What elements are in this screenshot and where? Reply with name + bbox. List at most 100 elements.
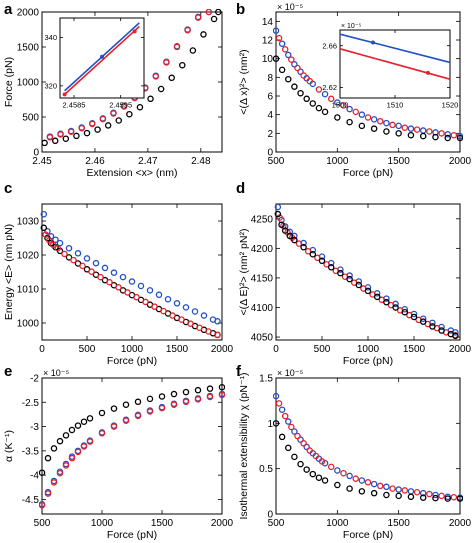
data-point-red [184,26,191,34]
data-point-black [126,110,133,118]
y-tick-label: 8 [267,73,273,84]
data-point-black [392,304,399,311]
x-tick-label: 500 [268,156,285,167]
data-point-blue [119,273,127,281]
data-point-black [182,388,190,396]
data-point-blue [44,227,51,235]
data-point-black [419,318,427,325]
data-point-black [115,117,123,124]
data-point-red [327,463,335,471]
inset-x-tick-label: 2.4585 [63,101,86,110]
x-axis-label: Force (pN) [343,167,393,179]
data-point-blue [273,27,280,34]
data-point-black [170,390,178,398]
x-tick-label: 2000 [211,344,234,355]
data-point-red [44,490,52,497]
data-point-blue [191,308,199,315]
x-tick-label: 1000 [326,156,349,167]
data-point-blue [74,250,82,257]
data-point-black [429,323,436,330]
data-point-black [206,385,214,392]
data-point-black [39,469,46,476]
y-tick-label: -3.5 [22,446,40,457]
data-point-black [334,114,341,121]
y-tick-label: 0.5 [259,464,273,475]
y-tick-label: 14 [262,17,274,28]
y-tick-label: 6 [267,92,273,103]
data-point-red [42,231,49,238]
x-tick-label: 1000 [121,344,144,355]
data-point-blue [214,318,221,325]
data-point-red [312,452,320,460]
data-point-black [419,132,427,140]
x-tick-label: 1000 [326,518,349,529]
data-point-blue [432,491,439,499]
x-tick-label: 2000 [449,344,472,355]
data-point-black [395,492,402,500]
panel-label: e [4,363,12,380]
x-tick-label: 0 [273,344,279,355]
panel-label: b [236,1,245,18]
data-point-red [288,423,295,431]
y-tick-label: 1000 [17,78,40,89]
data-point-black [285,75,292,83]
data-point-red [133,293,140,301]
y-tick-label: 2000 [17,8,40,19]
y-tick-label: 4050 [251,333,274,344]
data-point-red [62,462,70,469]
data-point-red [89,120,96,128]
y-tick-label: 1500 [17,43,40,54]
series-group [39,383,225,509]
data-point-red [115,284,122,291]
data-point-blue [321,90,329,98]
data-point-black [51,137,59,145]
data-point-black [136,103,144,111]
data-point-red [364,114,372,121]
data-point-black [432,133,439,141]
data-point-red [294,64,301,72]
y-tick-label: 4250 [251,214,274,225]
data-point-blue [291,61,298,68]
data-point-black [303,466,310,473]
data-point-black [194,386,202,394]
data-point-red [275,400,283,407]
data-point-blue [92,259,100,267]
inset-panel-b: 1500 1510 1520 2.62 2.66 × 10⁻⁵ [322,23,458,110]
data-point-red [78,124,85,132]
data-point-red [170,401,178,408]
data-point-black [419,494,427,501]
y-axis-label: Energy <E> (nm pN) [3,224,15,320]
data-point-red [152,73,160,80]
data-point-red [364,479,372,486]
series-group [273,27,463,142]
x-tick-label: 500 [79,344,96,355]
data-point-red [340,102,347,109]
data-point-black [62,135,70,142]
data-point-blue [291,428,298,435]
data-point-blue [200,312,208,319]
data-point-blue [83,255,91,262]
inset-line-blue [339,33,451,64]
data-point-red [45,237,53,244]
data-point-blue [40,210,48,218]
data-point-blue [155,291,163,299]
data-point-red [67,128,75,135]
data-point-black [346,275,353,283]
y-axis-label: <(Δ x)²> (nm²) [238,49,250,114]
series-group [273,392,463,502]
data-point-blue [395,486,402,493]
data-point-red [142,298,149,306]
data-point-black [291,453,298,461]
y-tick-label: 10 [262,54,274,65]
data-point-black [134,398,142,406]
data-point-blue [173,300,181,307]
data-point-blue [128,278,136,285]
inset-x-tick-label: 1500 [332,101,349,110]
data-point-red [306,447,313,454]
data-point-red [327,95,335,103]
data-point-black [147,95,154,103]
data-point-red [218,391,225,399]
data-point-blue [52,236,59,243]
data-point-black [327,264,335,271]
data-point-red [99,115,107,123]
